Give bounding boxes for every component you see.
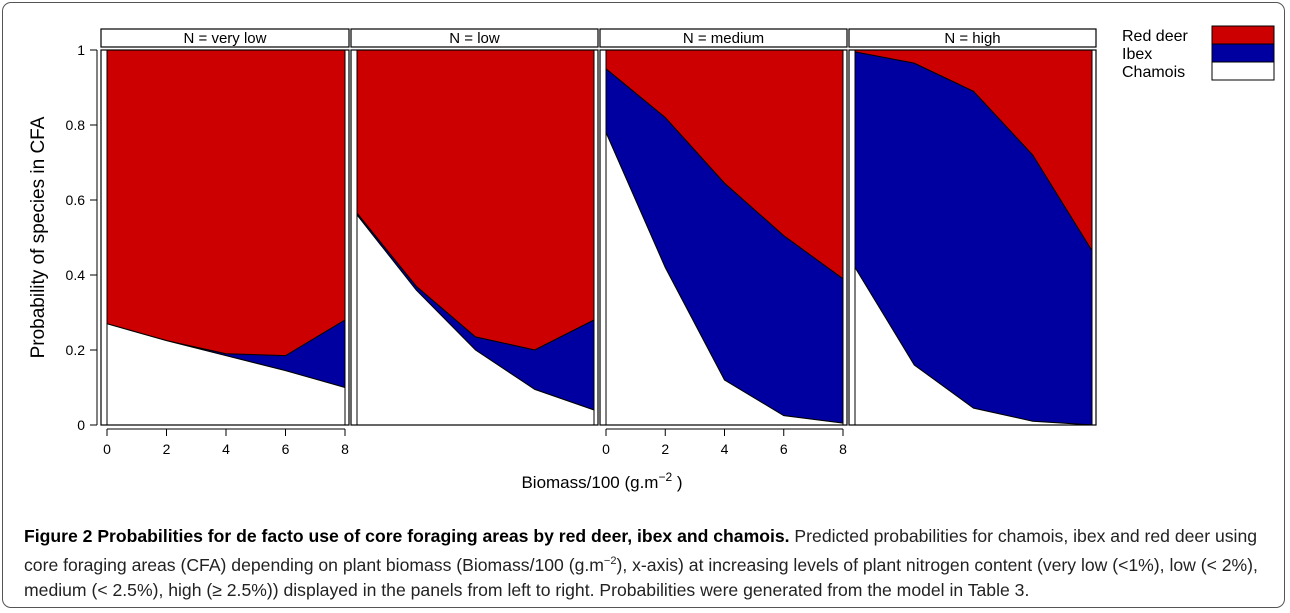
x-tick-label: 8 [341, 441, 349, 457]
y-tick-label: 0.4 [66, 267, 86, 283]
panel-title: N = medium [683, 30, 764, 47]
panel-strip [848, 28, 1097, 48]
caption-text-continued: ), x-axis) at increasing levels of plant… [24, 554, 1258, 600]
x-tick-label: 6 [282, 441, 290, 457]
y-tick-label: 0.8 [66, 117, 86, 133]
panel-border [100, 49, 350, 426]
panel-title: N = high [944, 30, 1000, 47]
x-tick-label: 4 [721, 441, 729, 457]
caption-text: Predicted probabilities for chamois, ibe… [24, 526, 1258, 575]
x-tick-label: 0 [602, 441, 610, 457]
y-tick-label: 0.6 [66, 192, 86, 208]
y-tick-label: 0 [77, 417, 85, 433]
x-tick-label: 6 [780, 441, 788, 457]
x-tick-label: 2 [163, 441, 171, 457]
x-tick-label: 0 [103, 441, 111, 457]
panel-strip [599, 28, 848, 48]
legend-label: Red deer [1122, 28, 1188, 45]
caption-title: Figure 2 Probabilities for de facto use … [24, 526, 790, 546]
caption-superscript: −2 [603, 555, 617, 567]
figure-caption: Figure 2 Probabilities for de facto use … [24, 524, 1269, 603]
panel-title: N = very low [184, 30, 267, 47]
panel-strip [350, 28, 599, 48]
x-tick-label: 8 [839, 441, 847, 457]
panel-border [350, 49, 599, 426]
legend-label: Ibex [1122, 46, 1152, 63]
panel-border [848, 49, 1097, 426]
legend-swatch [1211, 43, 1275, 63]
panel-title: N = low [449, 30, 500, 47]
y-tick-label: 1 [77, 42, 85, 58]
panel-border [599, 49, 848, 426]
legend-swatch [1211, 61, 1275, 81]
chart: N = very low N = low N = medium N = high 0 0.… [28, 25, 1275, 492]
y-axis-label: Probability of species in CFA [28, 116, 49, 358]
panel-strip [100, 28, 350, 48]
x-tick-label: 4 [222, 441, 230, 457]
x-axis-label: Biomass/100 (g.m−2 ) [521, 470, 682, 492]
x-tick-label: 2 [661, 441, 669, 457]
legend-label: Chamois [1122, 64, 1185, 81]
y-tick-label: 0.2 [66, 342, 86, 358]
legend-swatch [1211, 25, 1275, 45]
